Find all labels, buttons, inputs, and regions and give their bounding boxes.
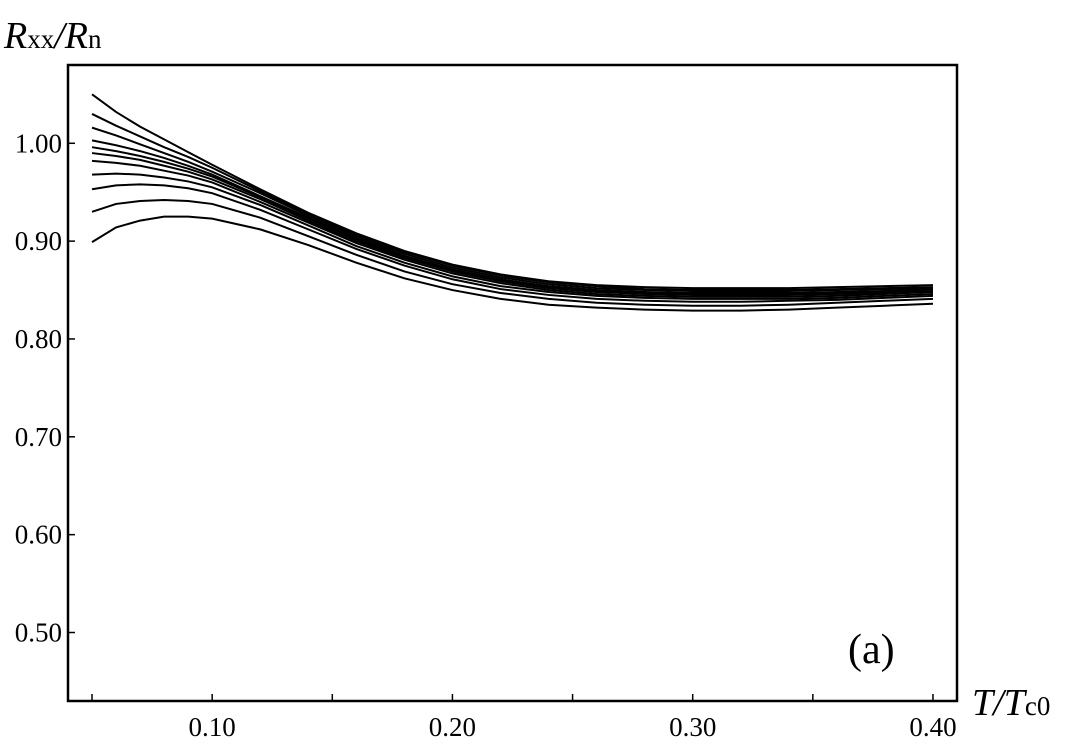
series-line-3 (91, 126, 933, 293)
y-tick-label: 0.70 (15, 422, 62, 452)
x-tick-label: 0.20 (429, 712, 476, 742)
series-line-7 (91, 159, 934, 298)
series-line-10 (91, 199, 934, 307)
y-axis-tick-labels: 1.00 0.90 0.80 0.70 0.60 0.50 (15, 128, 62, 647)
x-tick-label: 0.10 (189, 712, 236, 742)
series-line-2 (91, 113, 933, 292)
series-line-4 (91, 139, 934, 294)
plot-frame (66, 63, 959, 703)
series-line-8 (91, 172, 934, 300)
y-axis-title: Rxx/Rn (3, 15, 102, 57)
series-line-9 (91, 183, 934, 303)
series-line-1 (91, 93, 933, 290)
y-tick-label: 0.90 (15, 226, 62, 256)
series-line-11 (91, 215, 934, 312)
y-tick-label: 1.00 (15, 128, 62, 158)
y-axis-ticks (68, 142, 75, 634)
x-axis-title: T/Tc0 (972, 682, 1050, 724)
x-axis-ticks (91, 694, 934, 701)
x-tick-label: 0.30 (669, 712, 716, 742)
y-tick-label: 0.50 (15, 618, 62, 648)
y-tick-label: 0.80 (15, 324, 62, 354)
y-tick-label: 0.60 (15, 520, 62, 550)
series-lines (91, 93, 934, 312)
x-tick-label: 0.40 (909, 712, 956, 742)
series-line-6 (91, 152, 934, 296)
panel-label: (a) (848, 627, 895, 673)
x-axis-tick-labels: 0.10 0.20 0.30 0.40 (189, 712, 957, 742)
